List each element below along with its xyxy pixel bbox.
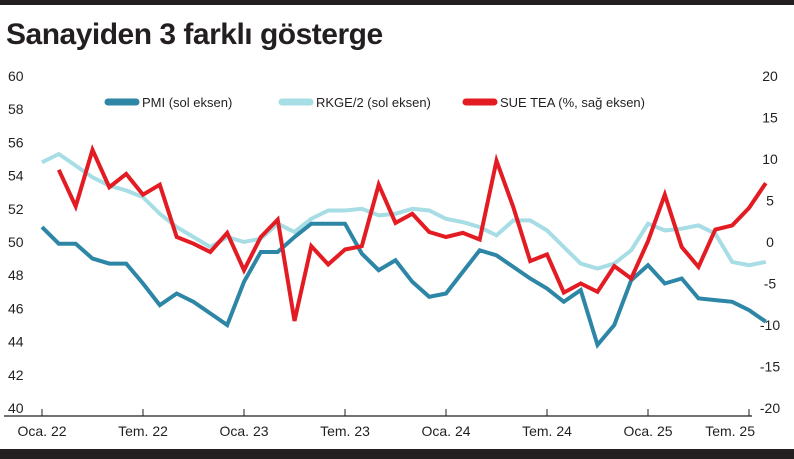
right-tick-label: -5 [764, 276, 777, 292]
series-line-rkge2 [41, 151, 767, 271]
right-tick-label: 10 [762, 151, 778, 167]
x-tick-label: Oca. 23 [219, 423, 268, 439]
x-tick-label: Tem. 25 [705, 423, 755, 439]
right-tick-label: 20 [762, 68, 778, 84]
x-tick-label: Tem. 24 [522, 423, 572, 439]
legend: PMI (sol eksen) RKGE/2 (sol eksen) SUE TEA… [104, 95, 645, 110]
left-tick-label: 60 [8, 68, 24, 84]
left-tick-label: 44 [8, 334, 24, 350]
chart-title: Sanayiden 3 farklı gösterge [6, 18, 383, 51]
legend-label-rkge2: RKGE/2 (sol eksen) [316, 95, 431, 110]
x-axis-ticks: Oca. 22 Tem. 22 Oca. 23 Tem. 23 Oca. 24 Tem. … [17, 409, 755, 439]
left-tick-label: 58 [8, 101, 24, 117]
right-tick-label: 5 [766, 193, 774, 209]
left-tick-label: 46 [8, 300, 24, 316]
left-tick-label: 40 [8, 400, 24, 416]
x-tick-label: Tem. 23 [320, 423, 370, 439]
x-tick-label: Oca. 25 [623, 423, 672, 439]
right-tick-label: -20 [760, 400, 780, 416]
right-tick-label: 0 [766, 234, 774, 250]
x-tick-label: Oca. 22 [17, 423, 66, 439]
x-tick-label: Oca. 24 [421, 423, 470, 439]
bottom-rule [0, 449, 794, 459]
left-tick-label: 42 [8, 367, 24, 383]
legend-label-sue: SUE TEA (%, sağ eksen) [500, 95, 645, 110]
left-tick-label: 52 [8, 201, 24, 217]
series-lines [40, 144, 768, 349]
left-tick-label: 56 [8, 134, 24, 150]
legend-label-pmi: PMI (sol eksen) [142, 95, 232, 110]
left-tick-label: 50 [8, 234, 24, 250]
right-tick-label: -15 [760, 359, 780, 375]
series-line-pmi [40, 221, 767, 349]
left-tick-label: 54 [8, 168, 24, 184]
left-axis-ticks: 60 58 56 54 52 50 48 46 44 42 40 [8, 68, 24, 416]
left-tick-label: 48 [8, 267, 24, 283]
x-tick-label: Tem. 22 [118, 423, 168, 439]
right-tick-label: 15 [762, 110, 778, 126]
series-line-sue [56, 144, 768, 322]
top-rule [0, 0, 794, 5]
